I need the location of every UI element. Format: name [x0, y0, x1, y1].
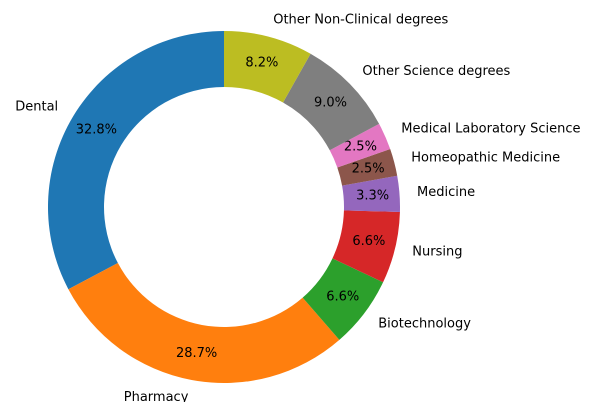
category-label: Other Non-Clinical degrees: [273, 12, 448, 27]
value-label: 3.3%: [356, 188, 389, 203]
wedge: [332, 210, 400, 283]
category-label: Nursing: [412, 245, 462, 260]
wedge: [337, 149, 398, 186]
value-label: 6.6%: [352, 234, 385, 249]
value-label: 32.8%: [76, 123, 117, 138]
value-label: 9.0%: [314, 95, 347, 110]
category-label: Other Science degrees: [362, 64, 510, 79]
category-label: Biotechnology: [378, 317, 471, 332]
value-label: 6.6%: [326, 290, 359, 305]
category-label: Dental: [15, 100, 58, 115]
value-label: 8.2%: [245, 55, 278, 70]
category-label: Medical Laboratory Science: [401, 122, 580, 137]
wedge: [342, 175, 401, 212]
wedge: [224, 31, 311, 103]
value-label: 2.5%: [344, 140, 377, 155]
wedge: [47, 31, 225, 290]
wedge: [283, 53, 380, 151]
wedge: [302, 258, 384, 340]
category-label: Medicine: [417, 185, 475, 200]
wedge: [68, 263, 340, 384]
category-label: Homeopathic Medicine: [411, 150, 560, 165]
wedge: [329, 123, 391, 168]
value-label: 2.5%: [352, 162, 385, 177]
category-label: Pharmacy: [124, 390, 189, 402]
value-label: 28.7%: [176, 346, 217, 361]
